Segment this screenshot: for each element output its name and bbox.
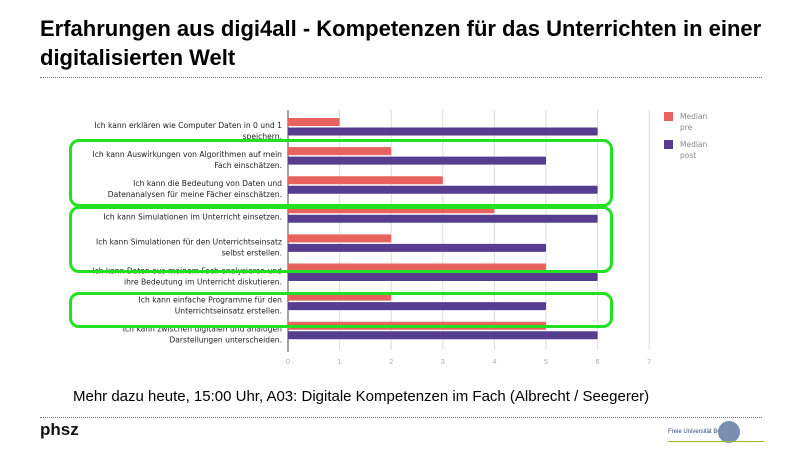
category-label: Ich kann erklären wie Computer Daten in …	[94, 121, 282, 141]
bar-post	[288, 331, 598, 340]
x-tick-label: 4	[492, 359, 496, 366]
divider-bottom	[40, 417, 762, 418]
fu-berlin-logo: Freie Universität Berlin	[668, 420, 764, 446]
session-note: Mehr dazu heute, 15:00 Uhr, A03: Digital…	[73, 388, 650, 405]
fu-seal-icon	[718, 421, 740, 443]
slide-title: Erfahrungen aus digi4all - Kompetenzen f…	[40, 16, 762, 70]
x-tick-label: 5	[544, 359, 548, 366]
bar-pre	[288, 147, 392, 156]
legend-label: Median pre	[680, 112, 708, 132]
x-tick-label: 7	[647, 359, 651, 366]
fu-logo-underline	[668, 441, 764, 442]
legend-label: Median post	[680, 140, 708, 160]
bar-post	[288, 243, 546, 252]
bar-post	[288, 185, 598, 194]
bar-pre	[288, 118, 340, 126]
bar-post	[288, 302, 546, 311]
x-tick-label: 1	[338, 359, 342, 366]
phsz-logo: phsz	[40, 420, 79, 439]
bar-pre	[288, 263, 546, 272]
category-label: Ich kann einfache Programme für den Unter…	[139, 296, 283, 316]
x-tick-label: 0	[286, 359, 290, 366]
legend-swatch	[664, 112, 673, 121]
highlight-box-simulations	[69, 206, 613, 273]
category-label: Ich kann die Bedeutung von Daten und Date…	[108, 179, 282, 199]
bar-post	[288, 156, 546, 165]
bar-pre	[288, 176, 443, 185]
x-tick-label: 3	[441, 359, 445, 366]
highlight-box-algorithms-data	[69, 139, 613, 207]
category-label: Ich kann Simulationen für den Unterricht…	[96, 237, 282, 257]
bar-post	[288, 273, 598, 281]
fu-berlin-logo-text: Freie Universität Berlin	[668, 429, 729, 435]
highlight-box-programs	[69, 292, 613, 328]
category-label: Ich kann zwischen digitalen und analogen…	[123, 325, 282, 345]
legend-swatch	[664, 140, 673, 149]
category-label: Ich kann Simulationen im Unterricht eins…	[103, 212, 282, 221]
category-label: Ich kann Auswirkungen von Algorithmen au…	[92, 150, 282, 170]
divider-top	[40, 77, 762, 78]
bar-pre	[288, 234, 392, 243]
x-tick-label: 2	[389, 359, 393, 366]
x-tick-label: 6	[596, 359, 600, 366]
bar-post	[288, 214, 598, 223]
bar-post	[288, 127, 598, 136]
